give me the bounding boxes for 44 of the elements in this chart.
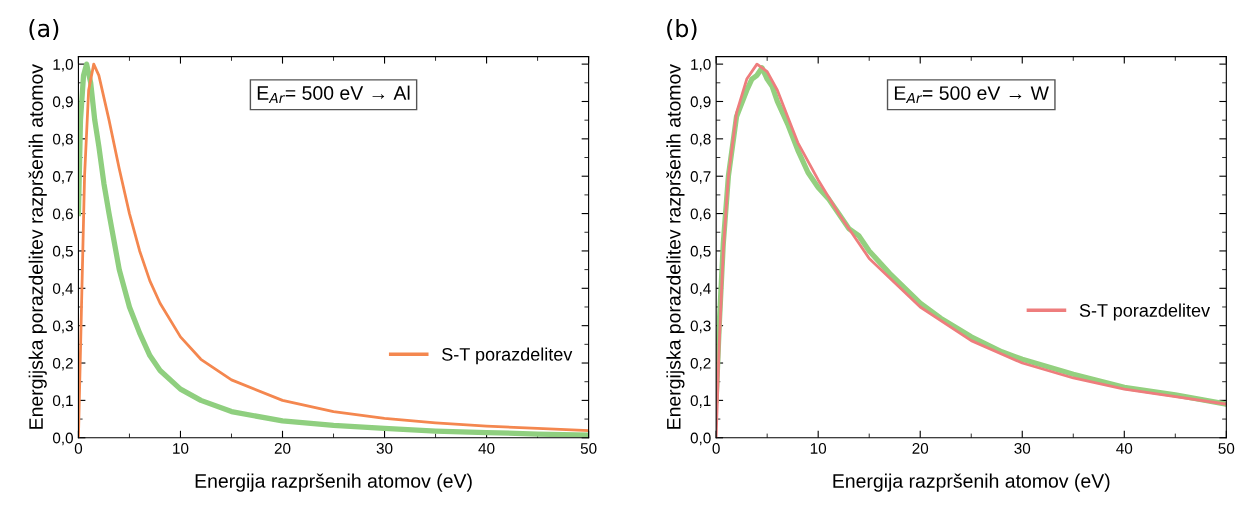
x-axis-title: Energija razpršenih atomov (eV): [833, 473, 1110, 492]
x-tick-label: 30: [1014, 443, 1031, 454]
x-tick-label: 20: [274, 443, 291, 454]
x-tick-label: 30: [376, 443, 393, 454]
y-tick-label: 0,6: [690, 208, 711, 222]
y-tick-label: 0,5: [52, 245, 73, 259]
y-tick-label: 0,7: [52, 171, 73, 184]
y-tick-label: 1,0: [53, 58, 73, 72]
y-tick-label: 0,9: [52, 96, 73, 109]
y-axis-title: Energijska porazdelitev razpršenih atomov: [28, 64, 47, 429]
x-tick-label: 10: [810, 443, 827, 454]
x-tick-label: 40: [1116, 443, 1133, 454]
y-tick-label: 0,1: [52, 395, 73, 408]
x-tick-label: 10: [173, 443, 189, 454]
y-tick-label: 0,1: [690, 395, 711, 408]
chart-title: (a): [29, 18, 59, 40]
y-tick-label: 0,5: [690, 245, 711, 259]
y-tick-label: 0,2: [52, 357, 73, 371]
y-tick-label: 0,3: [690, 320, 711, 334]
annotation: E$_{Ar}$= 500 eV → W: [894, 86, 1049, 103]
y-tick-label: 0,3: [52, 320, 73, 334]
y-tick-label: 0,8: [690, 133, 711, 147]
x-tick-label: 0: [712, 443, 720, 454]
x-tick-label: 40: [478, 443, 495, 454]
y-axis-title: Energijska porazdelitev razpršenih atomov: [666, 64, 685, 429]
y-tick-label: 0,0: [690, 432, 711, 446]
legend-label: S-T porazdelitev: [1079, 303, 1211, 321]
y-tick-label: 0,4: [52, 283, 74, 296]
x-tick-label: 20: [912, 443, 929, 454]
y-tick-label: 0,2: [690, 357, 711, 371]
chart-title: (b): [667, 18, 697, 40]
y-tick-label: 0,0: [52, 432, 73, 446]
y-tick-label: 0,4: [690, 283, 711, 296]
y-tick-label: 0,8: [52, 133, 73, 147]
x-tick-label: 0: [74, 443, 83, 454]
x-tick-label: 50: [1218, 443, 1235, 454]
x-tick-label: 50: [580, 443, 597, 454]
y-tick-label: 1,0: [691, 58, 711, 72]
legend-label: S-T porazdelitev: [442, 347, 573, 365]
y-tick-label: 0,9: [690, 96, 711, 109]
x-axis-title: Energija razpršenih atomov (eV): [195, 473, 472, 492]
y-tick-label: 0,7: [690, 171, 711, 184]
annotation: E$_{Ar}$= 500 eV → Al: [257, 85, 410, 103]
y-tick-label: 0,6: [52, 208, 73, 222]
